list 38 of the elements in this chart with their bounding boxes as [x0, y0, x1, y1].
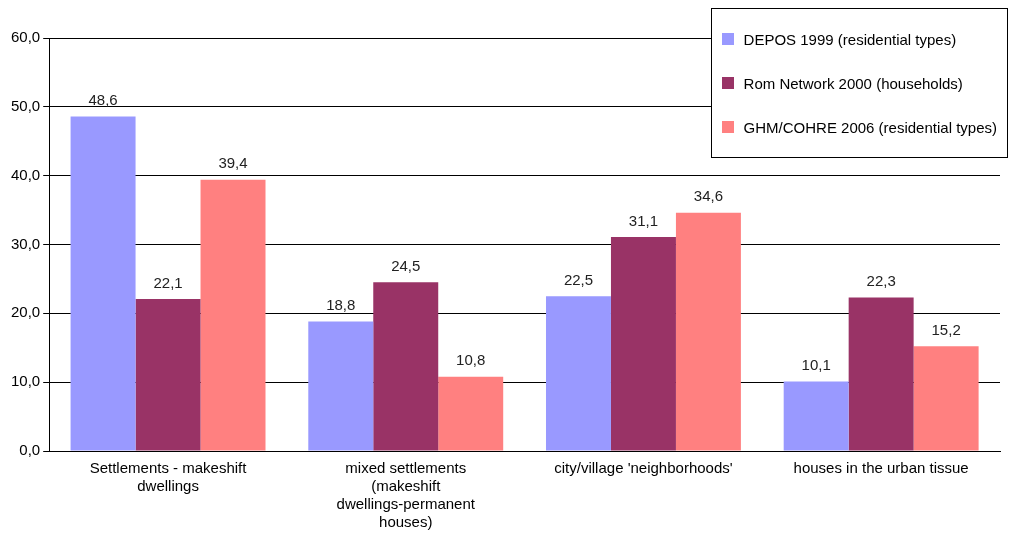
bar	[545, 296, 611, 451]
data-label: 22,5	[563, 270, 594, 288]
data-label: 22,3	[866, 272, 896, 290]
data-label: 34,6	[693, 187, 724, 205]
data-label: 39,4	[218, 154, 248, 172]
data-label: 10,1	[801, 356, 831, 374]
x-tick-label: mixed settlements (makeshift dwellings-permanent houses)	[336, 459, 476, 531]
bar	[675, 212, 741, 451]
x-tick-label: Settlements - makeshift dwellings	[89, 459, 248, 495]
bar	[848, 297, 914, 451]
data-label: 10,8	[456, 351, 486, 369]
bar	[373, 282, 439, 451]
x-tick-label: city/village 'neighborhoods'	[554, 459, 733, 477]
x-tick-label: houses in the urban tissue	[793, 459, 969, 477]
bar	[135, 298, 201, 451]
y-tick-label: 50,0	[10, 96, 41, 114]
legend-label: Rom Network 2000 (households)	[743, 74, 963, 92]
bar	[913, 346, 979, 451]
bar	[783, 381, 849, 451]
data-label: 22,1	[153, 273, 183, 291]
data-label: 15,2	[931, 321, 961, 339]
data-label: 24,5	[391, 257, 421, 274]
y-tick-label: 10,0	[10, 372, 41, 390]
bar	[200, 179, 266, 451]
y-tick-label: 30,0	[10, 234, 41, 252]
data-label: 31,1	[628, 211, 659, 229]
y-tick-label: 60,0	[10, 28, 41, 46]
data-label: 18,8	[326, 296, 356, 314]
bar	[438, 376, 504, 451]
legend-label: DEPOS 1999 (residential types)	[743, 30, 957, 48]
bar	[610, 236, 676, 451]
y-tick-label: 0,0	[19, 441, 41, 459]
y-tick-label: 40,0	[10, 165, 41, 183]
bar	[308, 321, 374, 451]
y-tick-label: 20,0	[10, 303, 41, 321]
legend-label: GHM/COHRE 2006 (residential types)	[743, 118, 997, 136]
bar	[70, 116, 136, 451]
data-label: 48,6	[88, 91, 118, 109]
